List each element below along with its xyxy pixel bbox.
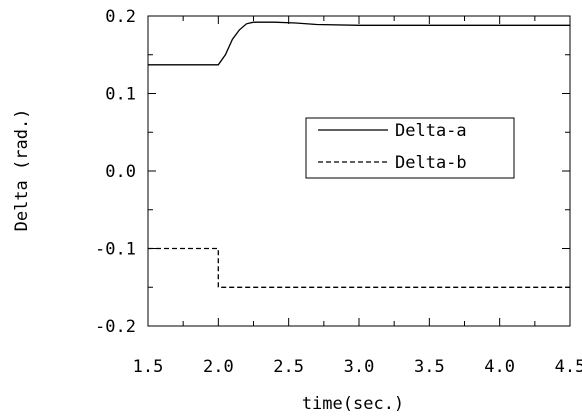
x-tick-label: 3.0 <box>344 357 375 377</box>
legend-label-delta-a: Delta-a <box>395 121 467 141</box>
series-line-delta-b <box>148 247 570 288</box>
y-tick-label: 0.0 <box>105 162 136 182</box>
series-line-delta-a <box>148 21 570 66</box>
x-tick-label: 4.0 <box>484 357 515 377</box>
legend-box <box>305 117 515 179</box>
y-tick-label: 0.2 <box>105 7 136 27</box>
legend: Delta-a Delta-b <box>305 117 515 179</box>
y-tick-label: -0.1 <box>95 240 136 260</box>
series-lines <box>148 21 570 288</box>
x-axis-ticks: 1.5 2.0 2.5 3.0 3.5 4.0 4.5 <box>133 16 582 377</box>
x-tick-label: 2.0 <box>203 357 234 377</box>
x-tick-label: 3.5 <box>414 357 445 377</box>
y-tick-label: 0.1 <box>105 85 136 105</box>
x-axis-label: time(sec.) <box>302 394 404 414</box>
y-tick-label: -0.2 <box>95 317 136 337</box>
y-axis-ticks: -0.2 -0.1 0.0 0.1 0.2 <box>95 7 570 337</box>
x-tick-label: 4.5 <box>555 357 582 377</box>
y-axis-label: Delta (rad.) <box>12 109 32 232</box>
legend-label-delta-b: Delta-b <box>395 153 467 173</box>
x-tick-label: 2.5 <box>273 357 304 377</box>
x-tick-label: 1.5 <box>133 357 164 377</box>
